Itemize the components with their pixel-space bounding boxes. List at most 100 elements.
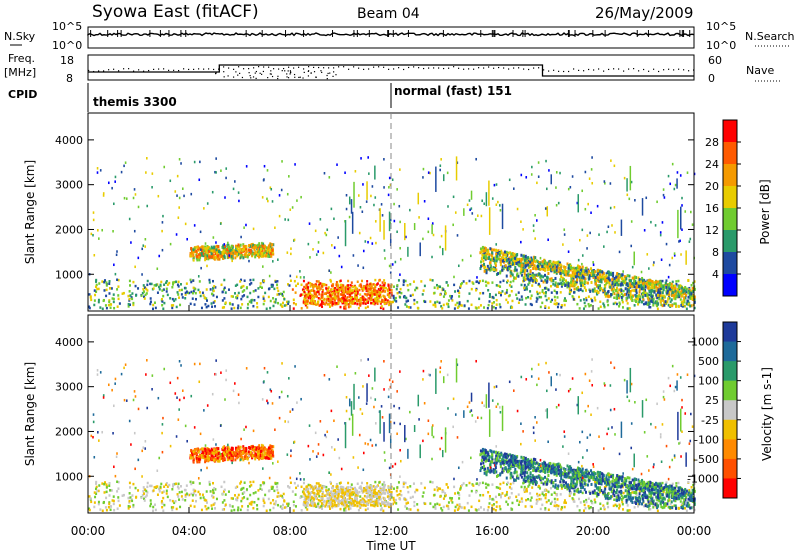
- velocity-cell: [105, 486, 108, 489]
- power-cell: [572, 268, 575, 272]
- velocity-cell: [231, 505, 234, 508]
- power-cell: [95, 278, 98, 282]
- power-cell: [374, 220, 377, 223]
- nave-point: [227, 75, 229, 77]
- velocity-cell: [240, 480, 243, 484]
- nave-point: [603, 70, 605, 72]
- velocity-cell: [348, 501, 351, 504]
- power-cell: [517, 260, 520, 264]
- power-cell: [517, 274, 520, 278]
- power-cell: [495, 243, 498, 246]
- velocity-cell: [206, 501, 209, 504]
- power-cell: [550, 265, 553, 269]
- power-cell: [326, 289, 329, 292]
- power-cell: [393, 202, 395, 206]
- velocity-cell: [642, 504, 645, 508]
- nave-point: [533, 67, 535, 69]
- velocity-cell: [160, 499, 163, 503]
- power-cell: [390, 291, 393, 295]
- power-cell: [221, 252, 224, 256]
- power-cell: [529, 278, 532, 282]
- nave-point: [458, 67, 460, 69]
- power-cell: [543, 261, 546, 265]
- power-cell: [149, 297, 152, 300]
- power-cell: [358, 288, 361, 292]
- power-cell: [529, 297, 532, 300]
- velocity-cell: [587, 504, 590, 508]
- power-cell: [642, 287, 645, 291]
- power-cell: [347, 279, 350, 283]
- power-cell: [495, 256, 498, 260]
- power-cell: [664, 281, 667, 285]
- power-cell: [626, 302, 629, 305]
- power-cell: [645, 282, 648, 286]
- power-cell: [393, 219, 396, 223]
- power-cell: [295, 275, 298, 279]
- velocity-cell: [515, 495, 518, 499]
- velocity-cell: [179, 485, 182, 488]
- power-cell: [89, 295, 92, 298]
- power-cell: [495, 298, 498, 302]
- velocity-cell: [137, 489, 140, 492]
- power-cell: [326, 295, 329, 298]
- velocity-cell: [677, 492, 680, 496]
- power-cell: [540, 262, 542, 266]
- power-cell: [185, 282, 188, 285]
- power-cell: [664, 300, 667, 304]
- power-cell: [212, 250, 215, 254]
- power-cell: [197, 288, 200, 292]
- power-cell: [276, 286, 279, 290]
- velocity-cell: [687, 480, 690, 484]
- velocity-cell: [192, 492, 195, 495]
- velocity-cell: [656, 509, 659, 513]
- velocity-cell: [318, 494, 321, 498]
- power-cell: [689, 293, 692, 297]
- power-cell: [420, 280, 423, 283]
- power-cell: [260, 249, 263, 253]
- power-cell: [201, 253, 204, 257]
- power-cell: [204, 245, 207, 249]
- power-cell: [304, 303, 307, 307]
- velocity-cell: [388, 505, 391, 509]
- power-cell: [482, 254, 485, 258]
- power-cell: [132, 280, 135, 284]
- power-cell: [347, 303, 350, 306]
- power-cell: [526, 276, 529, 280]
- power-cell: [383, 284, 386, 287]
- power-cell: [267, 246, 270, 250]
- power-cell: [442, 303, 445, 307]
- velocity-cell: [383, 481, 386, 484]
- velocity-cell: [470, 489, 473, 493]
- power-cell: [320, 284, 323, 288]
- velocity-cell: [404, 498, 407, 501]
- power-cell: [308, 290, 311, 293]
- power-cell: [627, 288, 630, 292]
- power-cell: [598, 272, 601, 276]
- power-cell: [252, 243, 255, 247]
- power-cell: [676, 287, 679, 291]
- nave-point: [463, 68, 465, 70]
- power-cell: [475, 288, 478, 292]
- power-cell: [114, 272, 117, 276]
- power-cell: [608, 294, 611, 298]
- power-cell: [162, 214, 164, 218]
- nave-point: [241, 76, 244, 79]
- power-cell: [491, 255, 494, 259]
- power-cell: [414, 288, 417, 292]
- power-cell: [145, 292, 148, 295]
- velocity-cell: [585, 498, 588, 502]
- power-cell: [369, 283, 372, 286]
- velocity-cell: [98, 484, 101, 487]
- power-cell: [510, 252, 513, 256]
- power-cell: [626, 283, 629, 287]
- power-cell: [250, 251, 253, 255]
- power-cell: [224, 291, 227, 294]
- power-cell: [263, 299, 266, 303]
- velocity-cell: [454, 492, 457, 495]
- velocity-cell: [199, 496, 202, 500]
- power-cell: [233, 251, 236, 255]
- power-cell: [376, 299, 379, 303]
- power-cell: [539, 267, 542, 271]
- power-cell: [492, 267, 495, 271]
- velocity-cell: [468, 494, 471, 497]
